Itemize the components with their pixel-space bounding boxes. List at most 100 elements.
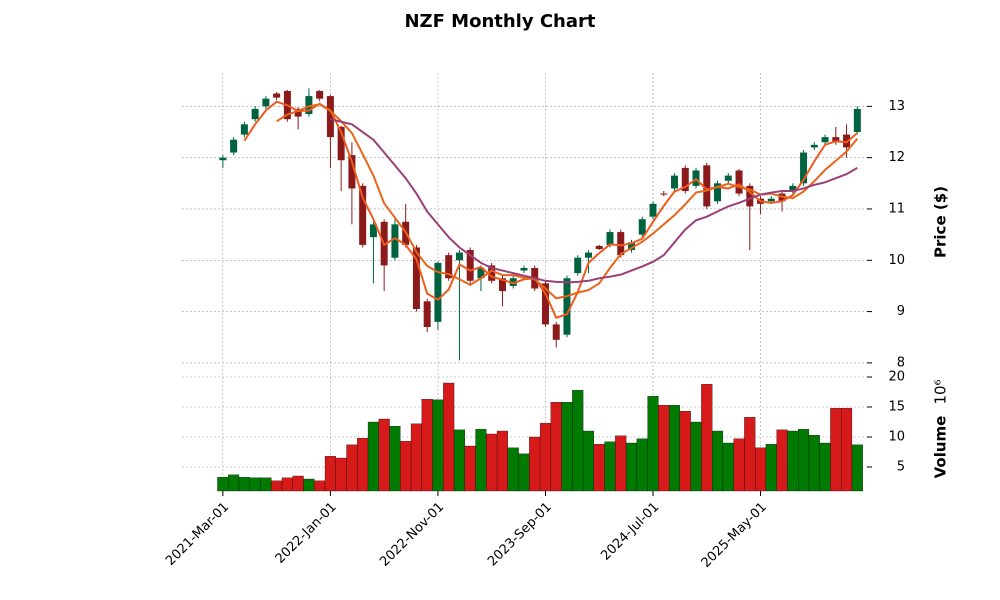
volume-bar: [400, 441, 412, 492]
candle-body: [541, 283, 549, 325]
volume-bar: [798, 429, 810, 492]
volume-bar: [324, 456, 336, 492]
y-tick-label: 12: [888, 150, 905, 165]
volume-bar: [292, 475, 304, 492]
candle-body: [789, 185, 797, 192]
candle-body: [294, 108, 302, 117]
candle-body: [369, 224, 377, 238]
candle-body: [498, 278, 506, 292]
volume-bar: [357, 438, 369, 492]
y-tick-label: 10: [888, 430, 905, 445]
candle-body: [230, 139, 238, 153]
candle-body: [853, 108, 861, 133]
candle-body: [337, 126, 345, 161]
volume-bar: [314, 480, 326, 492]
candle-body: [391, 224, 399, 258]
candle-body: [767, 198, 775, 202]
volume-bar: [615, 435, 627, 492]
candle-body: [832, 137, 840, 143]
candle-body: [412, 247, 420, 310]
candle-body: [800, 152, 808, 184]
y-tick-label: 9: [897, 304, 905, 319]
candle-body: [595, 245, 603, 249]
volume-bar: [550, 402, 562, 492]
candle-body: [445, 255, 453, 279]
volume-bar: [808, 435, 820, 492]
volume-bar: [529, 436, 541, 492]
y-tick-label: 13: [888, 99, 905, 114]
candle-body: [563, 278, 571, 335]
candle-body: [606, 232, 614, 245]
candle-body: [714, 183, 722, 202]
candle-body: [477, 267, 485, 279]
candle-body: [359, 185, 367, 245]
volume-bar: [841, 408, 853, 492]
candle-body: [649, 203, 657, 217]
volume-bar: [679, 411, 691, 492]
volume-bar: [238, 477, 250, 492]
volume-bar: [776, 429, 788, 492]
volume-bar: [744, 417, 756, 492]
volume-bar: [443, 382, 455, 492]
candle-body: [584, 252, 592, 258]
volume-bar: [733, 438, 745, 492]
y-tick-label: 5: [897, 460, 905, 475]
volume-bar: [432, 399, 444, 492]
volume-bar: [690, 421, 702, 492]
candle-body: [423, 301, 431, 327]
candle-body: [671, 175, 679, 189]
candle-body: [617, 232, 625, 256]
candle-body: [735, 170, 743, 194]
volume-bar: [539, 423, 551, 492]
moving-average-line: [330, 118, 858, 284]
volume-bar: [389, 426, 401, 492]
volume-bar: [507, 447, 519, 492]
chart-title: NZF Monthly Chart: [404, 11, 595, 32]
volume-bar: [249, 477, 261, 492]
volume-bar: [625, 442, 638, 492]
volume-bar: [217, 477, 229, 492]
volume-bar: [604, 441, 616, 492]
candle-body: [305, 96, 313, 115]
volume-bar: [486, 433, 498, 492]
volume-bar: [701, 384, 713, 492]
volume-bar: [518, 453, 530, 492]
volume-bar: [593, 444, 605, 492]
volume-bar: [464, 445, 476, 492]
candle-body: [810, 144, 818, 148]
volume-bar: [830, 408, 842, 492]
candle-body: [251, 108, 259, 120]
volume-bar: [647, 396, 659, 492]
candle-body: [520, 267, 528, 271]
moving-average-line: [243, 100, 858, 319]
candle-body: [552, 324, 560, 340]
volume-bar: [378, 418, 390, 492]
candle-body: [434, 262, 442, 322]
candle-body: [703, 165, 711, 207]
candle-body: [821, 137, 829, 143]
volume-bar: [722, 442, 734, 492]
volume-bar: [475, 429, 487, 492]
candle-body: [746, 185, 754, 207]
candle-body: [262, 98, 270, 107]
candle-body: [724, 175, 732, 181]
x-tick-label: 2022-Nov-01: [377, 500, 447, 570]
x-tick-label: 2022-Jan-01: [273, 500, 340, 567]
volume-bar: [228, 474, 240, 492]
candle-body: [660, 193, 668, 195]
volume-bar: [367, 421, 379, 492]
candle-body: [627, 242, 635, 251]
y-axis-label: Price ($): [932, 186, 950, 258]
y-tick-label: 20: [888, 370, 905, 385]
volume-bar: [636, 438, 648, 492]
x-tick-label: 2023-Sep-01: [485, 500, 555, 570]
y-tick-label: 15: [888, 400, 905, 415]
volume-bar: [260, 477, 272, 492]
candle-body: [681, 167, 689, 192]
volume-bar: [281, 477, 293, 492]
x-tick-label: 2024-Jul-01: [598, 500, 662, 564]
volume-bar: [658, 405, 670, 492]
candle-body: [273, 93, 281, 98]
candle-body: [326, 96, 334, 138]
